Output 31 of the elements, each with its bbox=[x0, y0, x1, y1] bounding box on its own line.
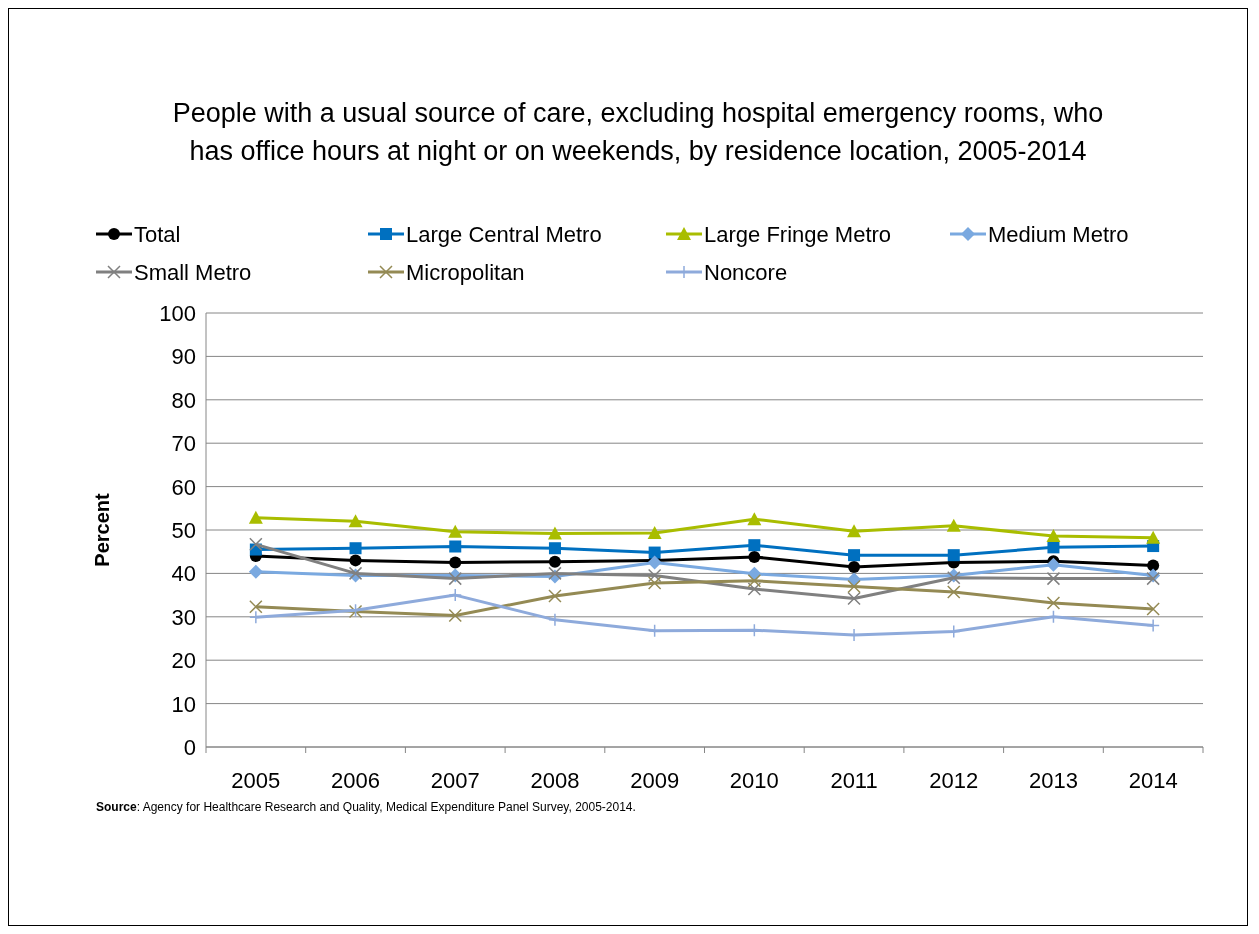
x-tick-label: 2009 bbox=[630, 768, 680, 793]
legend-label: Medium Metro bbox=[988, 222, 1129, 247]
source-note: Source: Agency for Healthcare Research and Quality, Medical Expenditure Panel Survey, 2005-2014. bbox=[96, 800, 636, 814]
chart-title: People with a usual source of care, excluding hospital emergency rooms, who has office hours at night or on weekends, by residence location, 2005-2014 bbox=[172, 98, 1104, 166]
y-axis-title: Percent bbox=[91, 492, 113, 567]
y-tick-label: 30 bbox=[171, 604, 196, 630]
legend-label: Micropolitan bbox=[406, 260, 525, 285]
x-tick-label: 2006 bbox=[331, 768, 381, 793]
x-tick-label: 2012 bbox=[929, 768, 979, 793]
legend-label: Large Fringe Metro bbox=[704, 222, 892, 247]
x-tick-label: 2013 bbox=[1028, 768, 1078, 793]
x-tick-label: 2011 bbox=[830, 768, 878, 793]
y-tick-label: 50 bbox=[171, 518, 196, 543]
y-tick-label: 10 bbox=[171, 691, 196, 717]
x-tick-label: 2008 bbox=[530, 768, 580, 793]
y-tick-label: 60 bbox=[171, 474, 196, 500]
legend-label: Noncore bbox=[704, 260, 788, 285]
y-tick-label: 0 bbox=[183, 735, 196, 760]
legend-label: Large Central Metro bbox=[406, 222, 602, 247]
x-tick-label: 2007 bbox=[430, 768, 480, 793]
x-tick-label: 2005 bbox=[231, 768, 281, 793]
legend-label: Total bbox=[134, 222, 181, 247]
y-tick-label: 90 bbox=[171, 344, 196, 370]
y-tick-label: 20 bbox=[171, 648, 196, 674]
y-tick-label: 70 bbox=[171, 431, 196, 457]
legend-label: Small Metro bbox=[134, 260, 252, 285]
y-tick-label: 100 bbox=[159, 301, 196, 326]
y-tick-label: 40 bbox=[171, 561, 196, 587]
x-tick-label: 2014 bbox=[1128, 768, 1178, 793]
y-tick-label: 80 bbox=[171, 387, 196, 413]
x-tick-label: 2010 bbox=[729, 768, 779, 793]
